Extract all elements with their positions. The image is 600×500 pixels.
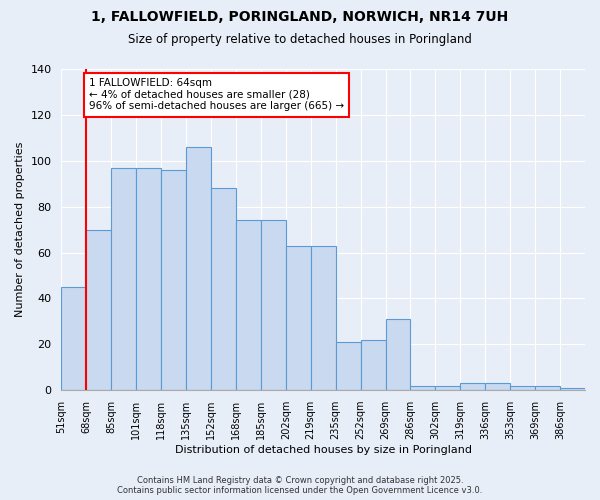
Bar [161, 170, 186, 390]
Bar [535, 386, 560, 390]
Bar [136, 168, 161, 390]
Bar [510, 386, 535, 390]
Bar [86, 230, 111, 390]
Text: 1, FALLOWFIELD, PORINGLAND, NORWICH, NR14 7UH: 1, FALLOWFIELD, PORINGLAND, NORWICH, NR1… [91, 10, 509, 24]
Bar [236, 220, 261, 390]
Bar [61, 287, 86, 390]
Bar [186, 147, 211, 390]
Bar [211, 188, 236, 390]
Bar [361, 340, 386, 390]
Bar [286, 246, 311, 390]
Y-axis label: Number of detached properties: Number of detached properties [15, 142, 25, 318]
Bar [335, 342, 361, 390]
Bar [311, 246, 335, 390]
X-axis label: Distribution of detached houses by size in Poringland: Distribution of detached houses by size … [175, 445, 472, 455]
Bar [436, 386, 460, 390]
Bar [410, 386, 436, 390]
Bar [485, 384, 510, 390]
Text: Size of property relative to detached houses in Poringland: Size of property relative to detached ho… [128, 32, 472, 46]
Bar [111, 168, 136, 390]
Bar [261, 220, 286, 390]
Text: 1 FALLOWFIELD: 64sqm
← 4% of detached houses are smaller (28)
96% of semi-detach: 1 FALLOWFIELD: 64sqm ← 4% of detached ho… [89, 78, 344, 112]
Bar [560, 388, 585, 390]
Bar [386, 319, 410, 390]
Bar [460, 384, 485, 390]
Text: Contains HM Land Registry data © Crown copyright and database right 2025.
Contai: Contains HM Land Registry data © Crown c… [118, 476, 482, 495]
